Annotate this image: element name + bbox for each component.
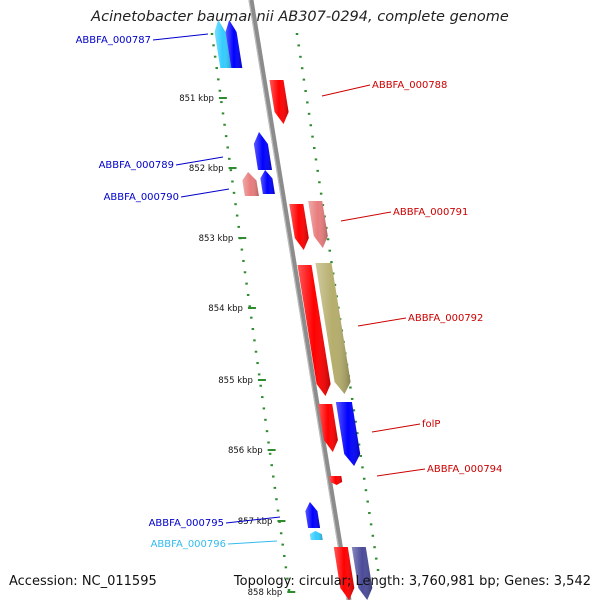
gene-label-g790b[interactable]: ABBFA_000790 <box>104 192 179 203</box>
gene-arrow-shade <box>315 263 351 394</box>
kbp-tick-label: 855 kbp <box>218 376 253 386</box>
gene-label-gfolP_b[interactable]: folP <box>422 419 440 430</box>
backbone-line <box>248 0 352 600</box>
gene-label-leader <box>340 211 392 222</box>
gene-label-g796[interactable]: ABBFA_000796 <box>151 539 226 550</box>
map-title: Acinetobacter baumannii AB307-0294, comp… <box>91 9 509 25</box>
gene-arrow-shade <box>305 502 321 528</box>
gene-label-leader <box>357 317 407 327</box>
gene-arrow-shade <box>225 20 243 68</box>
kbp-tick-label: 857 kbp <box>238 517 273 527</box>
gene-label-g794[interactable]: ABBFA_000794 <box>427 464 502 475</box>
gene-label-g795[interactable]: ABBFA_000795 <box>149 518 224 529</box>
gene-arrow-shade <box>297 265 331 396</box>
gene-label-leader <box>227 540 278 545</box>
gene-label-leader <box>321 84 371 97</box>
gene-arrow-shade <box>260 170 275 194</box>
gene-arrow-shade <box>242 172 259 196</box>
gene-label-g787a[interactable]: ABBFA_000787 <box>76 35 151 46</box>
backbone <box>248 0 352 600</box>
genes <box>214 20 373 600</box>
gene-arrow-shade <box>309 531 323 540</box>
gene-arrow-shade <box>335 402 361 466</box>
gene-arrow-shade <box>253 132 272 170</box>
gene-arrow-shade <box>289 204 309 250</box>
accession-text: Accession: NC_011595 <box>9 574 157 589</box>
gene-label-leader <box>371 423 421 433</box>
gene-arrow-shade <box>333 547 355 600</box>
gene-label-leader <box>180 188 230 198</box>
gene-arrow-shade <box>318 404 338 452</box>
gene-arrow-shade <box>351 547 373 600</box>
tick-marks: 851 kbp 852 kbp 853 kbp 854 kbp 855 kbp 856 k… <box>179 33 380 598</box>
gene-label-g791b[interactable]: ABBFA_000791 <box>393 207 468 218</box>
gene-label-leader <box>152 33 209 41</box>
gene-label-leader <box>225 516 281 524</box>
gene-arrow-shade <box>214 20 232 68</box>
gene-arrow-shade <box>329 476 343 485</box>
kbp-tick-label: 851 kbp <box>179 94 214 104</box>
gene-label-leader <box>175 156 224 166</box>
gene-label-g792b[interactable]: ABBFA_000792 <box>408 313 483 324</box>
backbone-highlight <box>248 0 348 600</box>
kbp-tick-label: 854 kbp <box>208 304 243 314</box>
kbp-tick-label: 858 kbp <box>248 588 283 598</box>
gene-arrow-shade <box>308 201 328 248</box>
genome-summary-text: Topology: circular; Length: 3,760,981 bp… <box>233 574 591 589</box>
gene-labels: ABBFA_000787 ABBFA_000788 ABBFA_000789 ABBF… <box>76 33 502 550</box>
kbp-tick-label: 852 kbp <box>189 164 224 174</box>
gene-label-g788[interactable]: ABBFA_000788 <box>372 80 447 91</box>
kbp-tick-label: 856 kbp <box>228 446 263 456</box>
gene-label-leader <box>376 468 426 477</box>
gene-arrow-shade <box>269 80 289 124</box>
kbp-tick-label: 853 kbp <box>199 234 234 244</box>
gene-label-g789[interactable]: ABBFA_000789 <box>99 160 174 171</box>
